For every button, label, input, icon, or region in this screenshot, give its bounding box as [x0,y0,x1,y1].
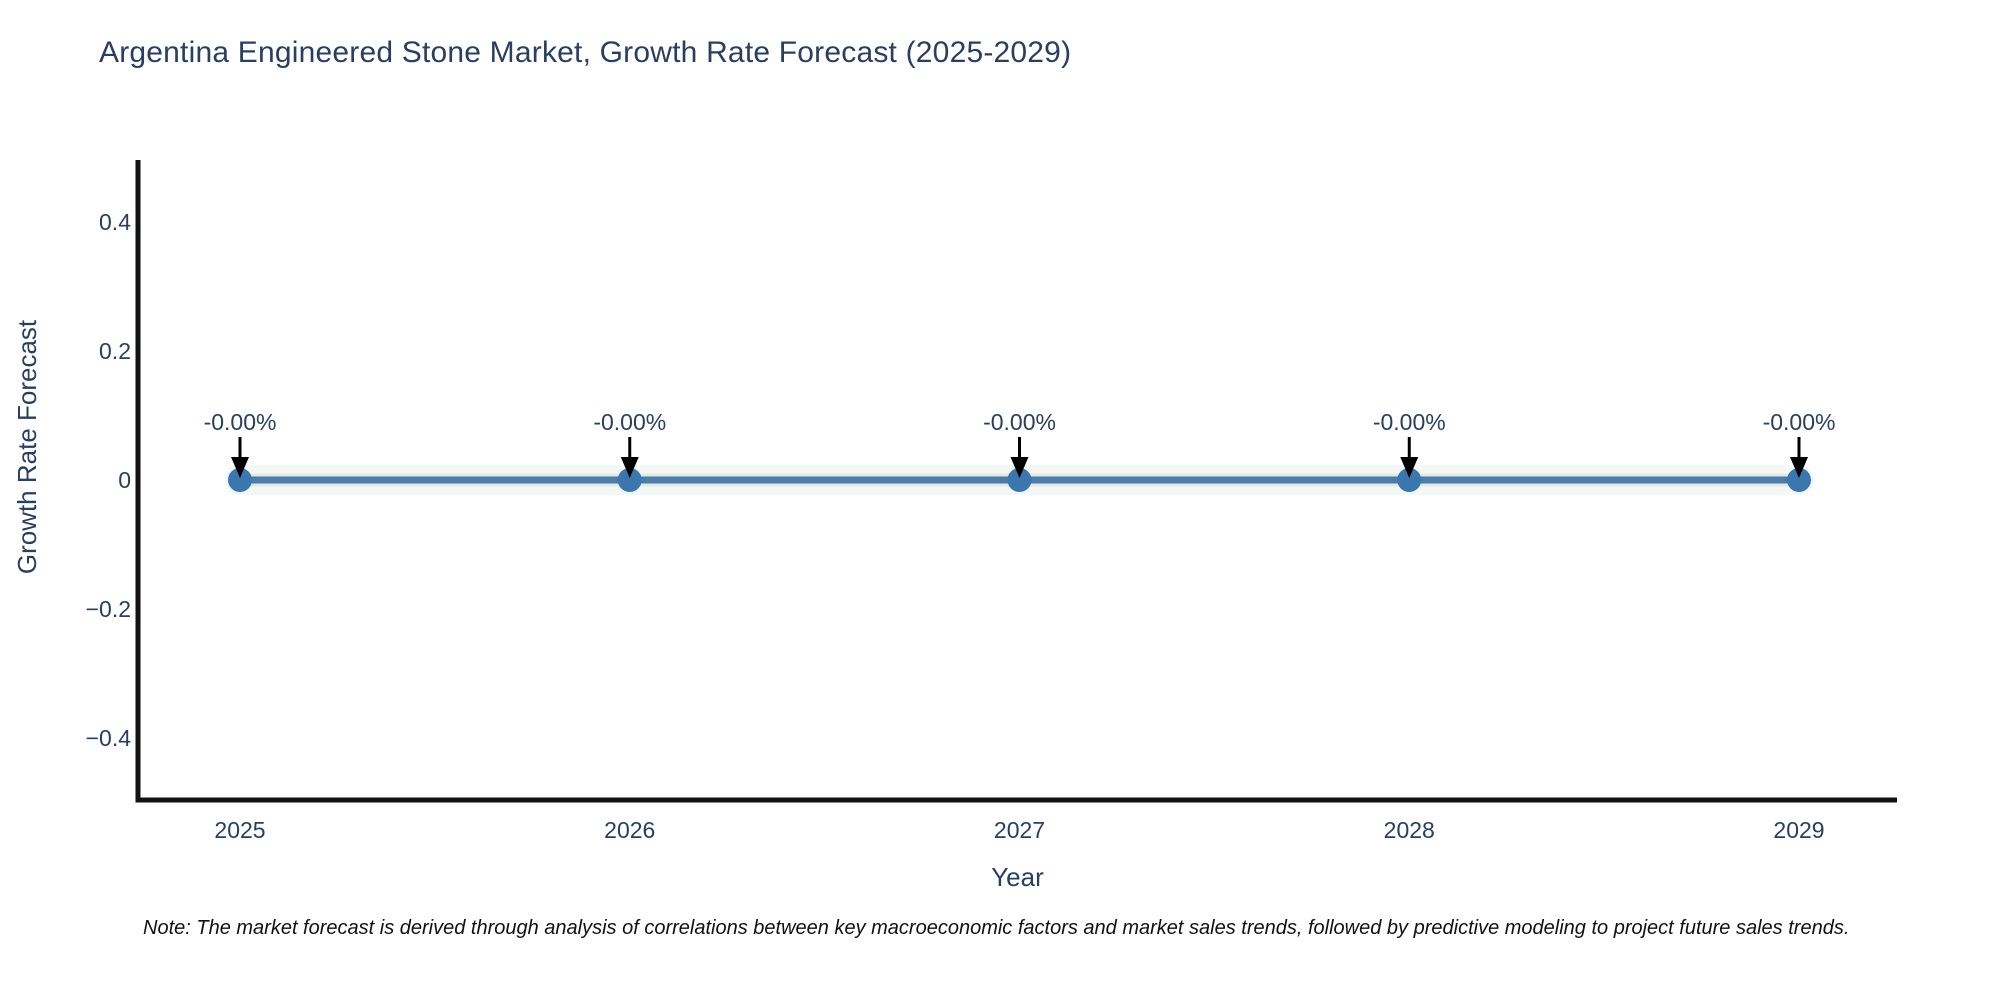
annotation-arrowhead [1790,457,1808,478]
data-point-marker [1007,468,1032,492]
y-axis-tick-label: 0.4 [99,209,131,235]
data-point-marker [617,468,642,492]
chart-title: Argentina Engineered Stone Market, Growt… [99,36,1072,69]
x-axis-tick-label: 2026 [604,817,655,843]
annotation-arrowhead [1400,457,1419,478]
data-point-value-label: -0.00% [593,409,666,435]
y-axis-tick-label: 0 [118,467,131,493]
y-axis-title: Growth Rate Forecast [12,319,42,574]
data-point-marker [1397,468,1422,492]
x-axis-tick-label: 2028 [1384,817,1435,843]
annotation-arrowhead [231,457,249,478]
data-point-value-label: -0.00% [983,409,1056,435]
y-axis-tick-label: −0.4 [86,725,132,751]
x-axis-tick-label: 2027 [994,817,1045,843]
annotation-arrowhead [1010,457,1029,478]
annotation-arrowhead [620,457,639,478]
y-axis-tick-label: −0.2 [86,596,131,622]
data-point-value-label: -0.00% [1373,409,1446,435]
data-point-marker [228,468,252,492]
x-axis-tick-label: 2025 [214,817,265,843]
data-point-value-label: -0.00% [204,409,277,435]
x-axis-title: Year [991,862,1044,892]
data-point-marker [1787,468,1811,492]
x-axis-tick-label: 2029 [1773,817,1824,843]
axis-lines [135,160,1897,803]
y-axis-tick-label: 0.2 [99,338,131,364]
data-point-value-label: -0.00% [1763,409,1836,435]
footnote: Note: The market forecast is derived thr… [143,917,1850,939]
